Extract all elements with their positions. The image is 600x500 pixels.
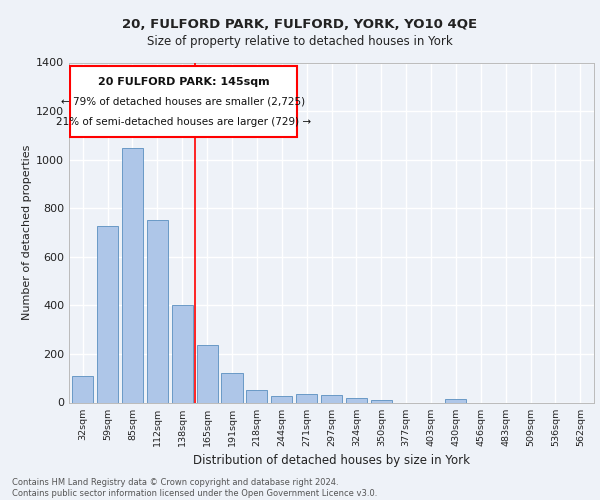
Text: Size of property relative to detached houses in York: Size of property relative to detached ho… — [147, 35, 453, 48]
Bar — [246, 390, 268, 402]
Bar — [197, 344, 218, 403]
Bar — [97, 226, 118, 402]
Y-axis label: Number of detached properties: Number of detached properties — [22, 145, 32, 320]
Bar — [346, 398, 367, 402]
Text: ← 79% of detached houses are smaller (2,725): ← 79% of detached houses are smaller (2,… — [61, 96, 305, 106]
Bar — [72, 376, 93, 402]
Bar — [70, 66, 296, 138]
Bar — [172, 306, 193, 402]
Text: 20 FULFORD PARK: 145sqm: 20 FULFORD PARK: 145sqm — [98, 77, 269, 87]
Bar — [122, 148, 143, 402]
Bar — [445, 399, 466, 402]
Bar — [371, 400, 392, 402]
Bar — [271, 396, 292, 402]
Bar — [321, 395, 342, 402]
Text: 21% of semi-detached houses are larger (729) →: 21% of semi-detached houses are larger (… — [56, 116, 311, 126]
Text: Contains HM Land Registry data © Crown copyright and database right 2024.
Contai: Contains HM Land Registry data © Crown c… — [12, 478, 377, 498]
X-axis label: Distribution of detached houses by size in York: Distribution of detached houses by size … — [193, 454, 470, 467]
Text: 20, FULFORD PARK, FULFORD, YORK, YO10 4QE: 20, FULFORD PARK, FULFORD, YORK, YO10 4Q… — [122, 18, 478, 30]
Bar — [296, 394, 317, 402]
Bar — [147, 220, 168, 402]
Bar — [221, 374, 242, 402]
